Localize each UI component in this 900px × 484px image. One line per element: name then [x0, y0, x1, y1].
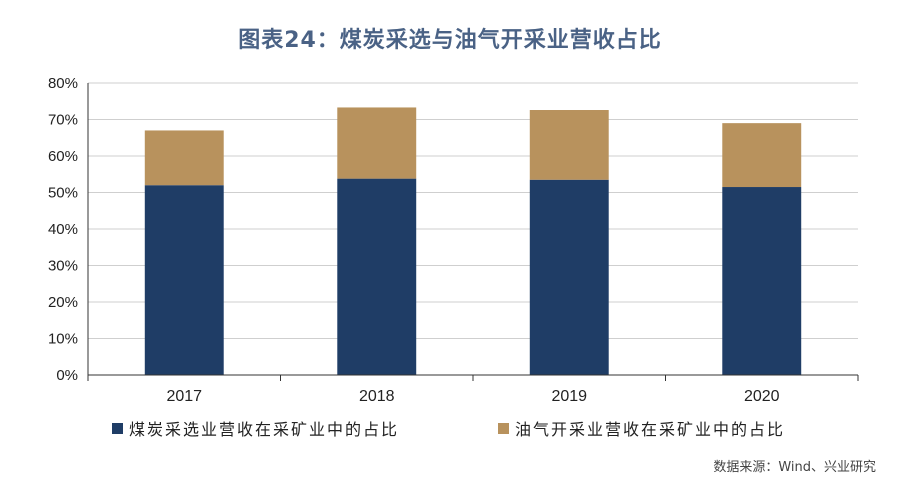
legend-item-oil-gas: 油气开采业营收在采矿业中的占比	[498, 416, 785, 440]
bar-coal-2019	[529, 179, 609, 375]
bar-oil-gas-2019	[529, 110, 609, 180]
bar-coal-2017	[144, 185, 224, 375]
legend-label-oil-gas: 油气开采业营收在采矿业中的占比	[515, 420, 786, 439]
x-tick-label: 2020	[744, 388, 780, 405]
bar-oil-gas-2017	[144, 130, 224, 186]
y-tick-label: 20%	[48, 294, 78, 311]
y-tick-label: 10%	[48, 331, 78, 348]
legend-item-coal: 煤炭采选业营收在采矿业中的占比	[112, 416, 399, 440]
legend-swatch-coal	[112, 422, 123, 434]
x-tick-label: 2017	[166, 388, 202, 405]
bars	[144, 107, 802, 375]
y-tick-label: 30%	[48, 258, 78, 275]
y-tick-label: 50%	[48, 185, 78, 202]
x-tick-label: 2019	[551, 388, 587, 405]
y-tick-label: 60%	[48, 148, 78, 165]
bar-oil-gas-2020	[722, 123, 802, 188]
legend-swatch-oil-gas	[498, 422, 509, 434]
legend-label-coal: 煤炭采选业营收在采矿业中的占比	[129, 420, 400, 439]
x-axis-ticks: 2017 2018 2019 2020	[166, 388, 779, 405]
bar-oil-gas-2018	[337, 107, 417, 179]
chart-title: 图表24：煤炭采选与油气开采业营收占比	[238, 28, 662, 53]
y-axis-ticks: 0% 10% 20% 30% 40% 50% 60% 70% 80%	[48, 75, 89, 384]
source-note: 数据来源：Wind、兴业研究	[713, 460, 876, 475]
bar-coal-2018	[337, 178, 417, 375]
y-tick-label: 0%	[56, 367, 78, 384]
x-axis	[87, 374, 859, 381]
x-tick-label: 2018	[359, 388, 395, 405]
y-tick-label: 80%	[48, 75, 78, 92]
y-tick-label: 70%	[48, 112, 78, 129]
bar-coal-2020	[722, 187, 802, 375]
y-tick-label: 40%	[48, 221, 78, 238]
